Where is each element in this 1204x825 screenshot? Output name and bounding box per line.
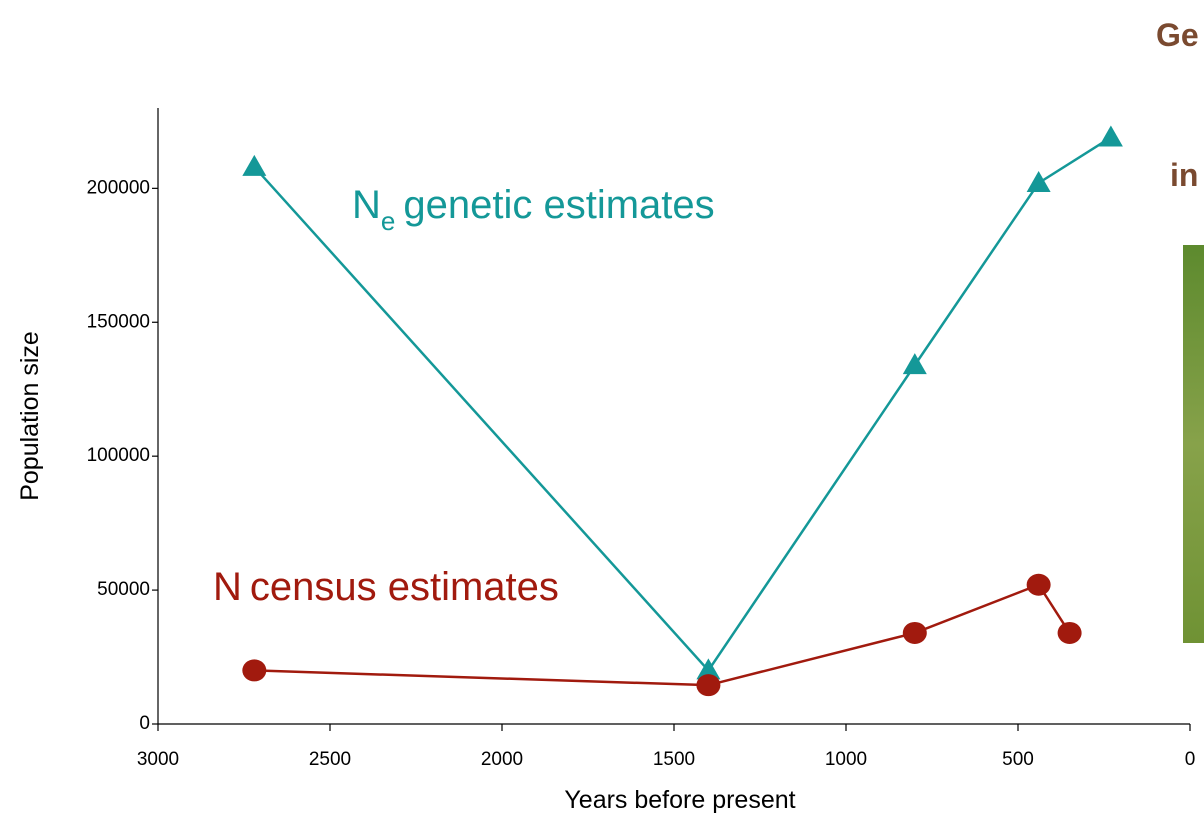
y-tick-label: 50000 xyxy=(97,579,150,600)
label-prefix: N xyxy=(352,183,381,227)
marker xyxy=(242,659,267,682)
marker xyxy=(902,353,927,375)
x-axis-label: Years before present xyxy=(564,786,795,814)
photo xyxy=(1183,245,1204,643)
marker xyxy=(696,658,721,680)
y-tick-label: 200000 xyxy=(87,177,150,198)
label-name: census estimates xyxy=(250,565,559,609)
y-tick-label: 150000 xyxy=(87,311,150,332)
label-subscript: e xyxy=(381,206,395,236)
x-tick-label: 2000 xyxy=(481,749,523,770)
cropped-title: Ge xyxy=(1156,17,1199,53)
y-tick-label: 0 xyxy=(139,713,150,734)
y-axis-label: Population size xyxy=(16,331,44,501)
x-tick-label: 1500 xyxy=(653,749,695,770)
x-tick-label: 1000 xyxy=(825,749,867,770)
x-tick-label: 2500 xyxy=(309,749,351,770)
series-label: Ne genetic estimates xyxy=(352,183,715,236)
x-tick-label: 0 xyxy=(1185,749,1196,770)
marker xyxy=(242,154,267,176)
marker xyxy=(696,674,721,697)
label-name: genetic estimates xyxy=(403,183,714,227)
cropped-title: in xyxy=(1170,157,1198,193)
marker xyxy=(1026,573,1051,596)
label-prefix: N xyxy=(213,565,242,609)
x-tick-label: 500 xyxy=(1002,749,1034,770)
marker xyxy=(1057,621,1082,644)
marker xyxy=(902,621,927,644)
y-tick-label: 100000 xyxy=(87,445,150,466)
x-tick-label: 3000 xyxy=(137,749,179,770)
marker xyxy=(1098,125,1123,147)
marker xyxy=(1026,170,1051,192)
